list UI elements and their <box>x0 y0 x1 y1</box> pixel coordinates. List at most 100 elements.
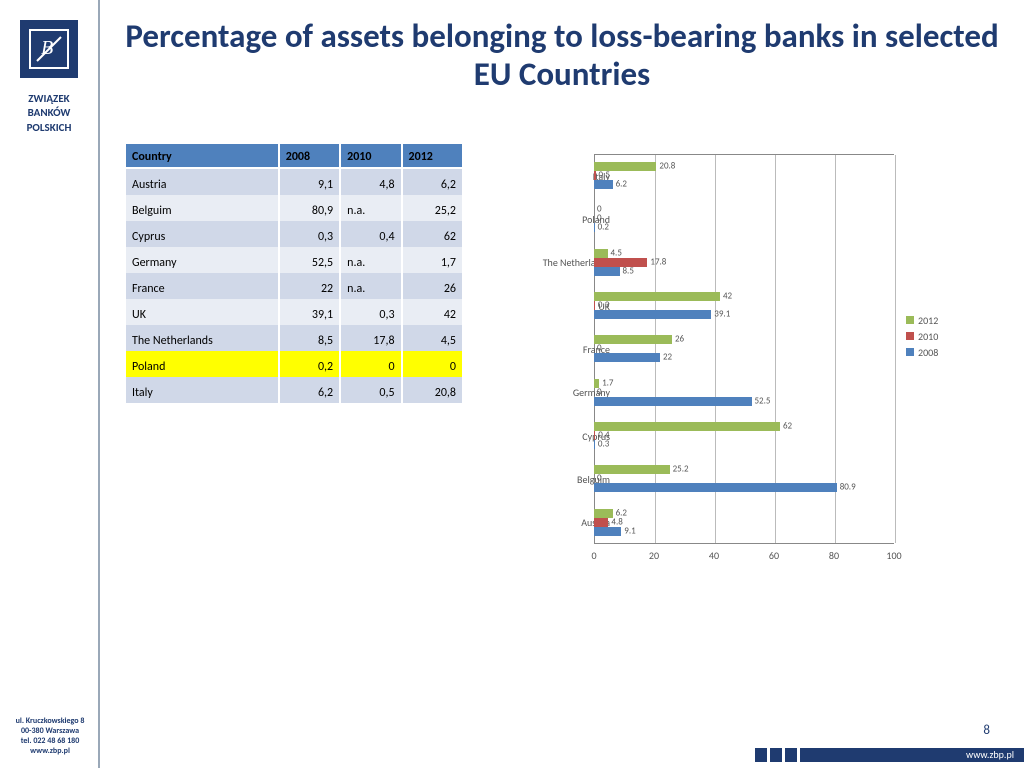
table-row: Cyprus0,30,462 <box>126 221 462 247</box>
cell: 0,4 <box>341 221 400 247</box>
sidebar: B ZWIĄZEK BANKÓW POLSKICH ul. Kruczkowsk… <box>0 0 100 768</box>
legend-item: 2010 <box>906 330 938 343</box>
data-label: 52.5 <box>755 395 771 406</box>
org-name-line: POLSKICH <box>0 121 98 135</box>
footer-square <box>785 748 797 762</box>
data-label: 1.7 <box>602 377 613 388</box>
table-row: France22n.a.26 <box>126 273 462 299</box>
bar <box>594 440 595 449</box>
address-line: ul. Kruczkowskiego 8 <box>0 716 100 726</box>
bar <box>594 301 595 310</box>
table-row: Germany52,5n.a.1,7 <box>126 247 462 273</box>
cell: 4,8 <box>341 169 400 195</box>
cell: France <box>126 273 278 299</box>
cell: 0 <box>341 351 400 377</box>
cell: UK <box>126 299 278 325</box>
bar <box>594 397 752 406</box>
address-line: tel. 022 48 68 180 <box>0 736 100 746</box>
data-label: 8.5 <box>623 265 634 276</box>
footer-square <box>770 748 782 762</box>
bar <box>594 335 672 344</box>
cell: n.a. <box>341 273 400 299</box>
legend-label: 2008 <box>918 346 938 359</box>
cell: 9,1 <box>280 169 339 195</box>
data-label: 0 <box>597 343 602 354</box>
cell: 25,2 <box>403 195 462 221</box>
content: Country200820102012Austria9,14,86,2Belgu… <box>124 144 1000 574</box>
bar <box>594 310 711 319</box>
data-label: 0.3 <box>598 439 609 450</box>
chart-legend: 2012 2010 2008 <box>906 314 938 362</box>
cell: 1,7 <box>403 247 462 273</box>
data-label: 17.8 <box>650 256 666 267</box>
bar <box>594 292 720 301</box>
legend-swatch <box>906 348 914 356</box>
org-name: ZWIĄZEK BANKÓW POLSKICH <box>0 92 98 135</box>
data-label: 4.5 <box>611 247 622 258</box>
bar <box>594 223 595 232</box>
table-row: Belguim80,9n.a.25,2 <box>126 195 462 221</box>
data-label: 80.9 <box>840 482 856 493</box>
data-label: 22 <box>663 352 672 363</box>
legend-label: 2012 <box>918 314 938 327</box>
bar <box>594 171 596 180</box>
table-row: Poland0,200 <box>126 351 462 377</box>
footer-square <box>755 748 767 762</box>
cell: 4,5 <box>403 325 462 351</box>
table-row: UK39,10,342 <box>126 299 462 325</box>
bar <box>594 422 780 431</box>
org-name-line: BANKÓW <box>0 106 98 120</box>
footer-bar: www.zbp.pl <box>100 748 1024 762</box>
cell: 52,5 <box>280 247 339 273</box>
legend-label: 2010 <box>918 330 938 343</box>
x-axis-label: 80 <box>829 549 839 562</box>
page-number: 8 <box>983 723 990 738</box>
x-axis-label: 40 <box>709 549 719 562</box>
data-label: 20.8 <box>659 161 675 172</box>
address-line: www.zbp.pl <box>0 746 100 756</box>
cell: 20,8 <box>403 377 462 403</box>
cell: 0,5 <box>341 377 400 403</box>
cell: 0 <box>403 351 462 377</box>
cell: 22 <box>280 273 339 299</box>
data-label: 39.1 <box>714 309 730 320</box>
cell: 0,2 <box>280 351 339 377</box>
page-title: Percentage of assets belonging to loss-b… <box>124 18 1000 94</box>
cell: n.a. <box>341 195 400 221</box>
bar <box>594 431 595 440</box>
data-label: 0 <box>597 473 602 484</box>
cell: 80,9 <box>280 195 339 221</box>
legend-swatch <box>906 316 914 324</box>
legend-item: 2012 <box>906 314 938 327</box>
legend-swatch <box>906 332 914 340</box>
data-label: 26 <box>675 334 684 345</box>
data-table: Country200820102012Austria9,14,86,2Belgu… <box>124 144 464 574</box>
bar <box>594 465 670 474</box>
data-label: 0.5 <box>599 170 610 181</box>
table-row: Austria9,14,86,2 <box>126 169 462 195</box>
footer-address: ul. Kruczkowskiego 8 00-380 Warszawa tel… <box>0 716 100 756</box>
cell: Italy <box>126 377 278 403</box>
bar <box>594 527 621 536</box>
bar <box>594 267 620 276</box>
bar <box>594 249 608 258</box>
table-row: Italy6,20,520,8 <box>126 377 462 403</box>
cell: 17,8 <box>341 325 400 351</box>
cell: 0,3 <box>341 299 400 325</box>
address-line: 00-380 Warszawa <box>0 726 100 736</box>
table-header: 2012 <box>403 144 462 169</box>
cell: Poland <box>126 351 278 377</box>
bar <box>594 258 647 267</box>
cell: 6,2 <box>280 377 339 403</box>
bar-chart: 201220102008 020406080100Italy20.80.56.2… <box>496 144 1000 574</box>
table-header: 2010 <box>341 144 400 169</box>
data-label: 42 <box>723 291 732 302</box>
org-name-line: ZWIĄZEK <box>0 92 98 106</box>
cell: Belguim <box>126 195 278 221</box>
table-header: 2008 <box>280 144 339 169</box>
cell: 26 <box>403 273 462 299</box>
cell: 8,5 <box>280 325 339 351</box>
cell: 42 <box>403 299 462 325</box>
cell: 62 <box>403 221 462 247</box>
cell: n.a. <box>341 247 400 273</box>
